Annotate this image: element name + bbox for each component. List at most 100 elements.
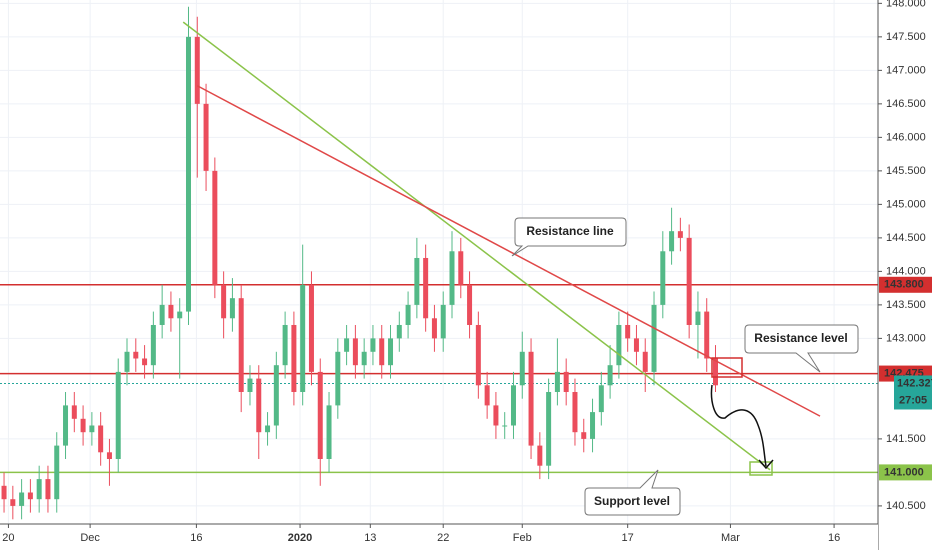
candle-body: [326, 405, 332, 460]
x-tick-label: Mar: [721, 532, 740, 544]
candle-body: [19, 492, 25, 506]
candle-body: [212, 170, 218, 285]
candle-body: [590, 412, 596, 439]
candle-body: [519, 351, 525, 386]
y-tick-label: 143.500: [886, 299, 926, 311]
level-price-box: [879, 276, 932, 293]
candle-body: [510, 385, 516, 426]
candle-body: [282, 324, 288, 366]
resistance-box: [711, 357, 743, 378]
candle-body: [431, 318, 437, 339]
candle-body: [660, 251, 666, 305]
y-tick-label: 147.500: [886, 31, 926, 43]
candle-body: [423, 257, 429, 319]
trend-lines: [182, 21, 821, 471]
levels: [0, 284, 878, 474]
candle-body: [405, 304, 411, 325]
candle-body: [177, 311, 183, 319]
candle-body: [238, 298, 244, 392]
candle-body: [229, 298, 235, 319]
level-price-label: 141.000: [884, 466, 924, 478]
callout-box: [584, 469, 681, 516]
candle-body: [98, 425, 104, 453]
x-tick-label: 17: [622, 532, 634, 544]
time-axis-bg: [0, 524, 878, 550]
candle-body: [352, 338, 358, 366]
candle-body: [669, 231, 675, 252]
x-tick-label: 16: [190, 532, 202, 544]
candle-body: [713, 358, 719, 386]
candle-body: [115, 371, 121, 460]
candle-body: [45, 479, 51, 500]
candle-body: [27, 492, 33, 500]
last-price-box: [894, 375, 932, 410]
candle-body: [256, 378, 262, 433]
callout-box: [511, 217, 627, 257]
candle-body: [695, 311, 701, 325]
level-price-label: 143.800: [884, 279, 924, 291]
candle-body: [458, 251, 464, 285]
candle-body: [370, 338, 376, 352]
forecast-arrow: [710, 384, 767, 467]
y-tick-label: 145.000: [886, 198, 926, 210]
candle-body: [168, 304, 174, 319]
candle-body: [142, 358, 148, 366]
candle-body: [273, 365, 279, 426]
candle-body: [528, 351, 534, 446]
candle-body: [194, 36, 200, 104]
candle-body: [63, 405, 69, 446]
candle-body: [106, 452, 112, 460]
candle-body: [185, 36, 191, 312]
candle-body: [581, 432, 587, 439]
candle-body: [572, 391, 578, 433]
trend-line: [196, 85, 821, 417]
candle-body: [704, 311, 710, 359]
x-tick-label: Dec: [80, 532, 100, 544]
last-price-label: 142.327: [897, 377, 932, 389]
candle-body: [89, 425, 95, 433]
candle-body: [308, 284, 314, 372]
callout-box: [744, 324, 859, 373]
y-tick-label: 146.000: [886, 131, 926, 143]
callout-text: Resistance level: [754, 331, 847, 345]
candle-body: [221, 284, 227, 319]
price-axis-bg: [878, 0, 932, 550]
candle-body: [203, 103, 209, 171]
candle-body: [36, 479, 42, 500]
drawings: [710, 357, 774, 476]
y-tick-label: 145.500: [886, 165, 926, 177]
x-tick-label: 2020: [288, 532, 312, 544]
candle-body: [633, 338, 639, 352]
candle-body: [388, 338, 394, 366]
candle-body: [133, 351, 139, 359]
y-tick-label: 144.500: [886, 232, 926, 244]
candle-body: [291, 324, 297, 392]
y-tick-label: 144.000: [886, 265, 926, 277]
candle-body: [546, 391, 552, 466]
arrow-head: [758, 459, 774, 470]
callouts: Resistance line Resistance level Support…: [511, 217, 859, 516]
candle-body: [159, 304, 165, 325]
candle-body: [300, 284, 306, 392]
y-tick-label: 146.500: [886, 98, 926, 110]
candle-body: [651, 304, 657, 372]
y-tick-label: 143.000: [886, 332, 926, 344]
candle-body: [124, 351, 130, 372]
y-tick-label: 140.500: [886, 500, 926, 512]
candle-body: [537, 445, 543, 466]
y-tick-label: 148.000: [886, 0, 926, 9]
candle-body: [414, 257, 420, 305]
grid: [0, 0, 878, 524]
candle-body: [642, 351, 648, 372]
x-tick-label: 22: [437, 532, 449, 544]
candle-body: [379, 338, 385, 366]
candle-body: [10, 499, 16, 506]
callout-text: Resistance line: [526, 224, 614, 238]
candle-body: [686, 237, 692, 325]
candle-body: [344, 338, 350, 352]
candle-body: [625, 324, 631, 339]
candle-body: [563, 371, 569, 392]
candle-body: [616, 324, 622, 366]
